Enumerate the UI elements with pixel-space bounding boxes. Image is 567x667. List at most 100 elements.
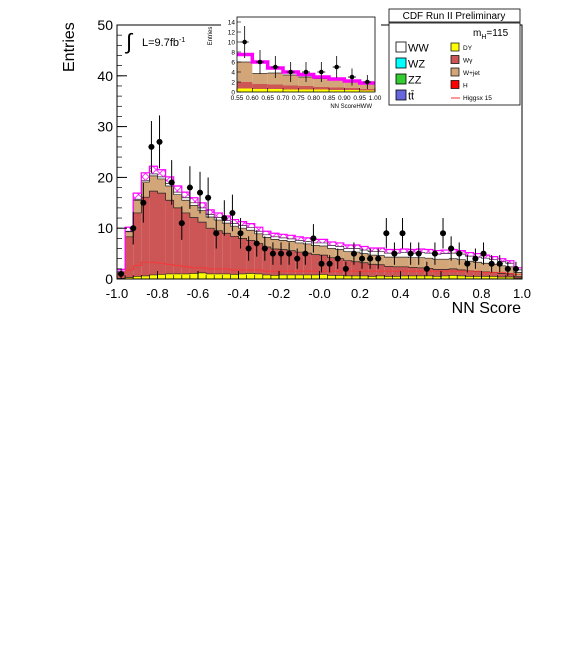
bar-dy [376,275,385,279]
bar-wjet [497,265,506,274]
data-point [237,230,244,237]
bar-wjet [319,245,328,256]
inset-data-point [319,69,324,75]
legend-label: Wγ [463,58,473,65]
inset-y-tick-label: 12 [228,30,236,37]
data-points [118,115,519,279]
legend-swatch [395,89,407,101]
bar-ww [189,202,198,206]
data-point [178,220,185,227]
inset-bar-wgamma [237,82,253,92]
bar-dy [457,275,466,279]
bar-higgs-crosshatch [214,212,223,218]
chart-title: CDF Run II Preliminary [403,11,506,22]
bar-ww [238,225,247,229]
bar-dy [125,277,134,279]
bar-w [351,261,360,276]
bar-higgs-crosshatch [384,249,393,254]
x-tick-label: 1.0 [513,286,531,301]
data-point [399,230,406,237]
bar-higgs-crosshatch [424,249,433,254]
bar-w [303,253,312,275]
inset-data-point [288,69,293,75]
bar-wjet [254,233,263,244]
data-point [440,230,447,237]
bar-wjet [173,194,182,208]
bar-wjet [206,217,215,229]
data-point [383,230,390,237]
bar-dy [416,275,425,279]
data-point [140,199,147,206]
bar-higgs-crosshatch [497,258,506,262]
bar-higgs-crosshatch [198,202,207,208]
bar-dy [165,273,174,279]
data-point [278,250,285,257]
bar-dy [351,275,360,279]
data-point [431,250,438,257]
bar-higgs-crosshatch [165,176,174,184]
inset-x-tick-label: 0.70 [277,95,290,102]
inset-data-point [303,69,309,75]
data-point [326,260,333,267]
inset-bar-dy [329,90,345,92]
bar-w [133,212,142,277]
bar-w [125,236,134,278]
legend-label: tt̄ [408,90,414,102]
bar-ww [173,192,182,195]
bar-wjet [141,181,150,198]
bar-dy [222,273,231,279]
data-point [375,255,382,262]
mass-label: mH=115 [473,28,509,41]
bar-higgs-crosshatch [238,221,247,226]
bar-dy [181,273,190,279]
bar-higgs-crosshatch [149,166,158,174]
bar-dy [392,276,401,279]
inset-y-tick-label: 4 [231,70,235,77]
inset-x-tick-label: 0.65 [261,95,274,102]
x-tick-label: 0.8 [472,286,490,301]
bar-wjet [392,257,401,267]
legend-swatch [450,42,460,52]
data-point [294,255,301,262]
bar-ww [311,242,320,246]
bar-wjet [351,252,360,262]
bar-dy [513,277,522,279]
data-point [310,235,317,242]
bar-dy [311,274,320,279]
bar-w [214,230,223,274]
bar-ww [279,237,288,241]
bar-wjet [198,210,207,223]
bar-wjet [214,220,223,231]
bar-dy [287,274,296,279]
bar-w [141,197,150,276]
inset-y-tick-label: 8 [231,50,235,57]
bar-dy [319,274,328,279]
legend-swatch [450,80,460,89]
inset-data-point [242,39,247,45]
bar-higgs-crosshatch [262,231,271,235]
inset-x-tick-label: 1.00 [369,95,382,102]
inset-y-tick-label: 2 [231,80,235,87]
bar-higgs-crosshatch [287,235,296,239]
bar-w [149,191,158,275]
bar-higgs-crosshatch [505,260,514,264]
bar-wjet [125,231,134,237]
inset-x-tick-label: 0.85 [323,95,336,102]
bar-w [189,217,198,274]
bar-dy [481,276,490,279]
bar-dy [295,274,304,279]
data-point [496,260,503,267]
bar-ww [432,254,441,260]
bar-dy [473,276,482,279]
legend-swatch [395,57,407,69]
data-point [472,255,479,262]
bar-w [513,276,522,278]
bar-higgs-crosshatch [368,248,377,252]
stack-outline [117,190,522,277]
bar-higgs-crosshatch [416,249,425,253]
main-stacked-histogram [117,173,522,279]
y-tick-label: 10 [97,220,113,236]
bar-ww [198,207,207,211]
bar-wjet [149,175,158,192]
